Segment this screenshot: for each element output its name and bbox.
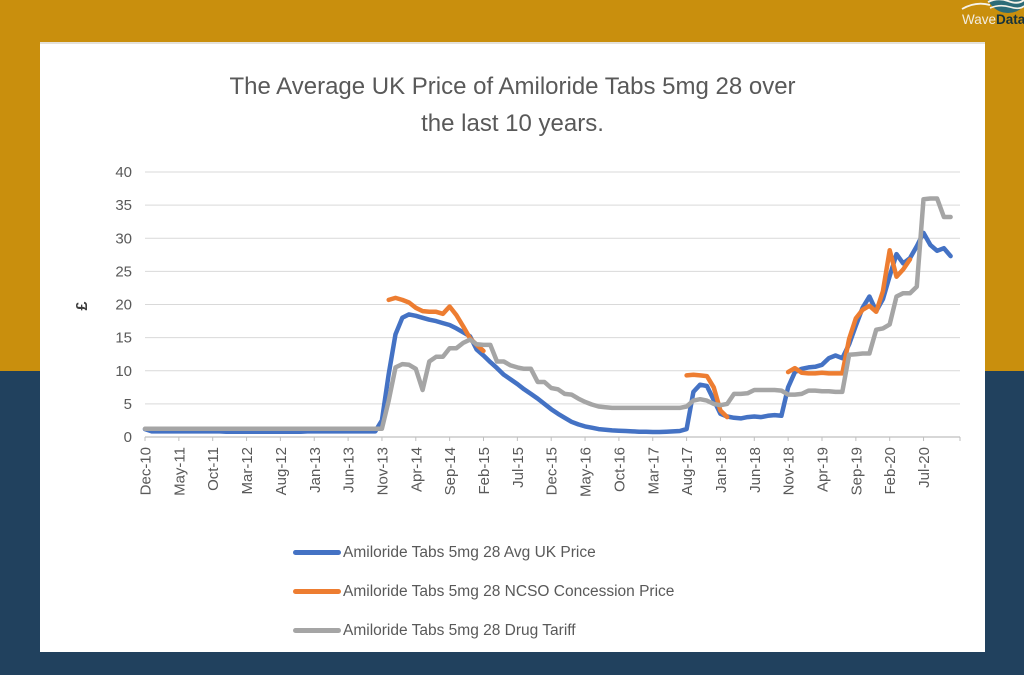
logo-text-data: Data [996, 12, 1024, 27]
wavedata-logo: WaveData [954, 0, 1024, 30]
legend-label-drug-tariff: Amiloride Tabs 5mg 28 Drug Tariff [343, 621, 576, 639]
svg-text:5: 5 [124, 396, 132, 413]
svg-text:Jun-18: Jun-18 [747, 447, 764, 493]
svg-text:25: 25 [115, 263, 132, 280]
svg-text:Apr-19: Apr-19 [815, 447, 832, 492]
svg-text:Jan-18: Jan-18 [713, 447, 730, 493]
svg-text:40: 40 [115, 164, 132, 181]
svg-text:May-16: May-16 [578, 447, 595, 497]
chart-title-line2: the last 10 years. [421, 110, 604, 137]
series-line-1 [386, 247, 913, 420]
x-axis-labels: Dec-10 May-11 Oct-11 Mar-12 Aug-12 Jan-13 Jun-… [138, 447, 934, 497]
svg-text:Feb-15: Feb-15 [476, 447, 493, 495]
svg-text:Aug-12: Aug-12 [273, 447, 290, 495]
svg-text:Dec-15: Dec-15 [544, 447, 561, 495]
series-line-0 [142, 230, 953, 435]
svg-text:May-11: May-11 [171, 447, 188, 496]
svg-text:20: 20 [115, 297, 132, 314]
chart-card: The Average UK Price of Amiloride Tabs 5… [40, 42, 985, 652]
legend-swatch-drug-tariff [293, 628, 341, 633]
svg-text:WaveData: WaveData [962, 12, 1024, 27]
legend-swatch-avg-uk-price [293, 550, 341, 555]
svg-text:30: 30 [115, 230, 132, 247]
svg-text:15: 15 [115, 330, 132, 347]
svg-text:Jul-20: Jul-20 [916, 447, 933, 488]
price-line-chart: 0 5 10 15 20 25 30 35 40 Dec-10 May-11 Oct-11 Mar-12… [74, 164, 961, 497]
svg-text:Oct-11: Oct-11 [205, 447, 222, 491]
svg-text:Dec-10: Dec-10 [138, 447, 155, 495]
y-axis-title: £ [74, 301, 91, 310]
svg-text:Jan-13: Jan-13 [307, 447, 324, 493]
legend-item-drug-tariff: Amiloride Tabs 5mg 28 Drug Tariff [293, 611, 674, 650]
svg-text:Feb-20: Feb-20 [882, 447, 899, 495]
svg-text:Oct-16: Oct-16 [611, 447, 628, 492]
svg-text:Mar-17: Mar-17 [645, 447, 662, 495]
legend-swatch-ncso-concession [293, 589, 341, 594]
y-axis-labels: 0 5 10 15 20 25 30 35 40 [115, 164, 132, 446]
svg-text:Jun-13: Jun-13 [341, 447, 358, 493]
y-gridlines [145, 171, 960, 438]
svg-text:Nov-18: Nov-18 [781, 447, 798, 495]
chart-title-line1: The Average UK Price of Amiloride Tabs 5… [229, 73, 796, 100]
legend-item-ncso-concession: Amiloride Tabs 5mg 28 NCSO Concession Pr… [293, 572, 674, 611]
svg-text:Aug-17: Aug-17 [679, 447, 696, 495]
wave-logo-icon: WaveData [961, 0, 1024, 27]
series-line-2 [142, 196, 953, 431]
legend-item-avg-uk-price: Amiloride Tabs 5mg 28 Avg UK Price [293, 533, 674, 572]
svg-text:Apr-14: Apr-14 [408, 447, 425, 492]
svg-text:10: 10 [115, 363, 132, 380]
legend-label-avg-uk-price: Amiloride Tabs 5mg 28 Avg UK Price [343, 543, 596, 561]
svg-text:Jul-15: Jul-15 [510, 447, 527, 488]
chart-title: The Average UK Price of Amiloride Tabs 5… [40, 68, 985, 142]
legend-label-ncso-concession: Amiloride Tabs 5mg 28 NCSO Concession Pr… [343, 582, 675, 600]
x-axis [144, 436, 961, 441]
svg-text:Nov-13: Nov-13 [374, 447, 391, 495]
logo-text-wave: Wave [962, 12, 996, 27]
svg-text:35: 35 [115, 197, 132, 214]
svg-text:0: 0 [124, 429, 132, 446]
svg-text:Mar-12: Mar-12 [239, 447, 256, 495]
svg-text:Sep-14: Sep-14 [442, 447, 459, 495]
svg-text:Sep-19: Sep-19 [848, 447, 865, 495]
chart-legend: Amiloride Tabs 5mg 28 Avg UK Price Amilo… [293, 533, 674, 650]
